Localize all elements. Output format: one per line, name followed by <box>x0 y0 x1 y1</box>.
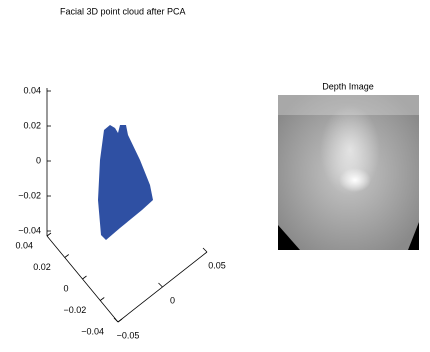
tick-mark <box>118 319 122 322</box>
image-title: Depth Image <box>322 81 374 91</box>
zticks-label: 0.02 <box>23 120 41 130</box>
zticks-label: −0.02 <box>18 190 41 200</box>
figure: Facial 3D point cloud after PCA Depth Im… <box>0 0 430 352</box>
tick-mark <box>65 255 69 258</box>
tick-mark <box>47 233 51 236</box>
point-cloud <box>98 125 153 240</box>
yticks-label: 0 <box>170 295 175 305</box>
xticks-label: −0.02 <box>63 305 86 315</box>
tick-mark <box>203 248 207 252</box>
zticks-label: −0.04 <box>18 225 41 235</box>
zticks-label: 0.04 <box>23 85 41 95</box>
tick-mark <box>159 283 163 287</box>
tick-mark <box>114 318 118 322</box>
xticks-label: 0.04 <box>15 240 33 250</box>
xticks-label: −0.04 <box>81 326 104 336</box>
depth-image <box>278 95 419 250</box>
tick-mark <box>83 276 87 279</box>
tick-mark <box>100 298 104 301</box>
xticks-label: 0 <box>63 283 68 293</box>
yticks-label: 0.05 <box>208 260 226 270</box>
zticks-label: 0 <box>36 155 41 165</box>
chart-title: Facial 3D point cloud after PCA <box>60 6 186 16</box>
yticks-label: −0.05 <box>117 330 140 340</box>
xticks-label: 0.02 <box>33 262 51 272</box>
